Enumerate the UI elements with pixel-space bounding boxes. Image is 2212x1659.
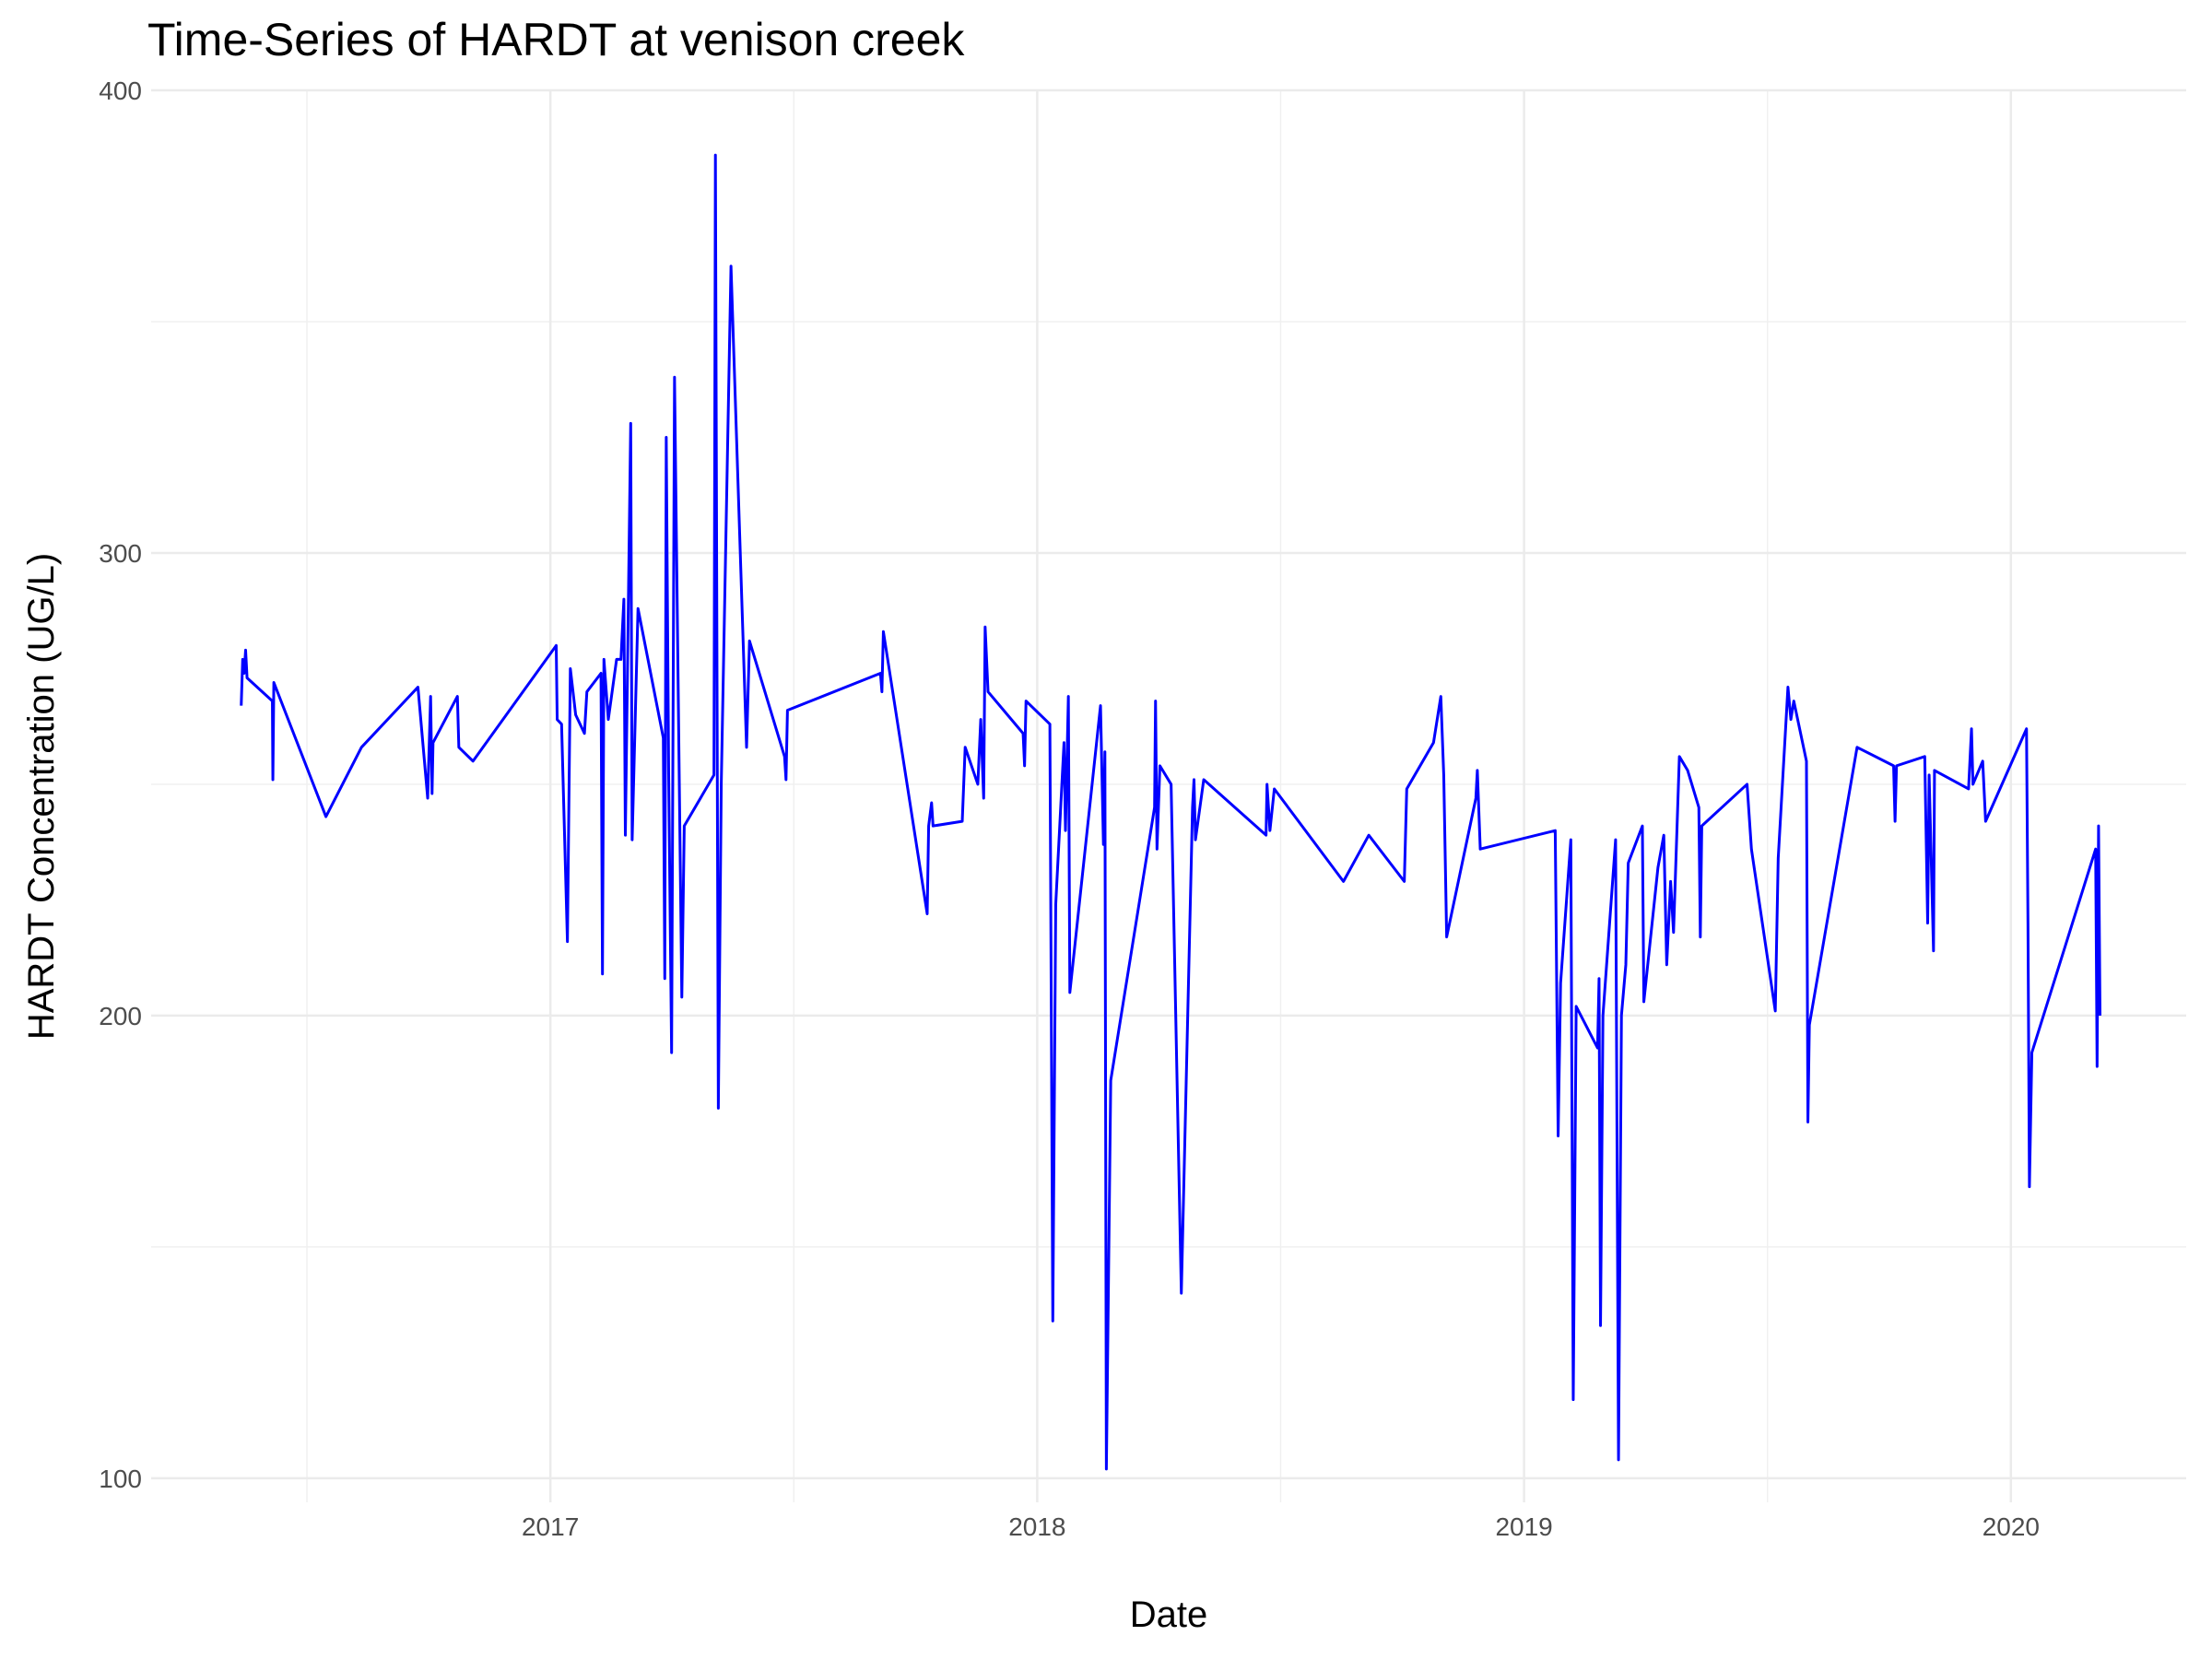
grid: [151, 88, 2186, 1502]
y-tick-label: 300: [99, 539, 142, 568]
x-tick-label: 2019: [1495, 1512, 1552, 1541]
x-tick-label: 2018: [1008, 1512, 1065, 1541]
x-axis-title: Date: [1130, 1594, 1208, 1635]
x-tick-label: 2017: [522, 1512, 579, 1541]
data-line: [240, 153, 2101, 1471]
y-tick-label: 400: [99, 76, 142, 105]
y-axis-title: HARDT Concentration (UG/L): [21, 553, 62, 1040]
y-tick-label: 100: [99, 1465, 142, 1493]
chart-title: Time-Series of HARDT at venison creek: [147, 14, 965, 65]
y-tick-label: 200: [99, 1002, 142, 1030]
x-tick-label: 2020: [1983, 1512, 2040, 1541]
